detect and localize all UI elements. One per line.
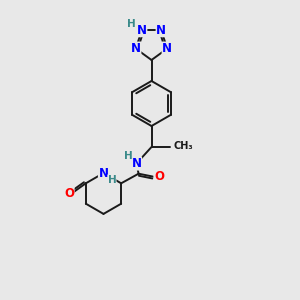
Text: N: N (131, 42, 141, 55)
Text: H: H (124, 151, 133, 161)
Text: N: N (131, 157, 142, 170)
Text: N: N (98, 167, 109, 180)
Text: H: H (107, 175, 116, 185)
Text: N: N (137, 24, 147, 37)
Text: N: N (162, 42, 172, 55)
Text: H: H (127, 19, 136, 28)
Text: O: O (64, 187, 74, 200)
Text: CH₃: CH₃ (173, 141, 193, 151)
Text: N: N (156, 24, 166, 37)
Text: O: O (154, 170, 164, 183)
